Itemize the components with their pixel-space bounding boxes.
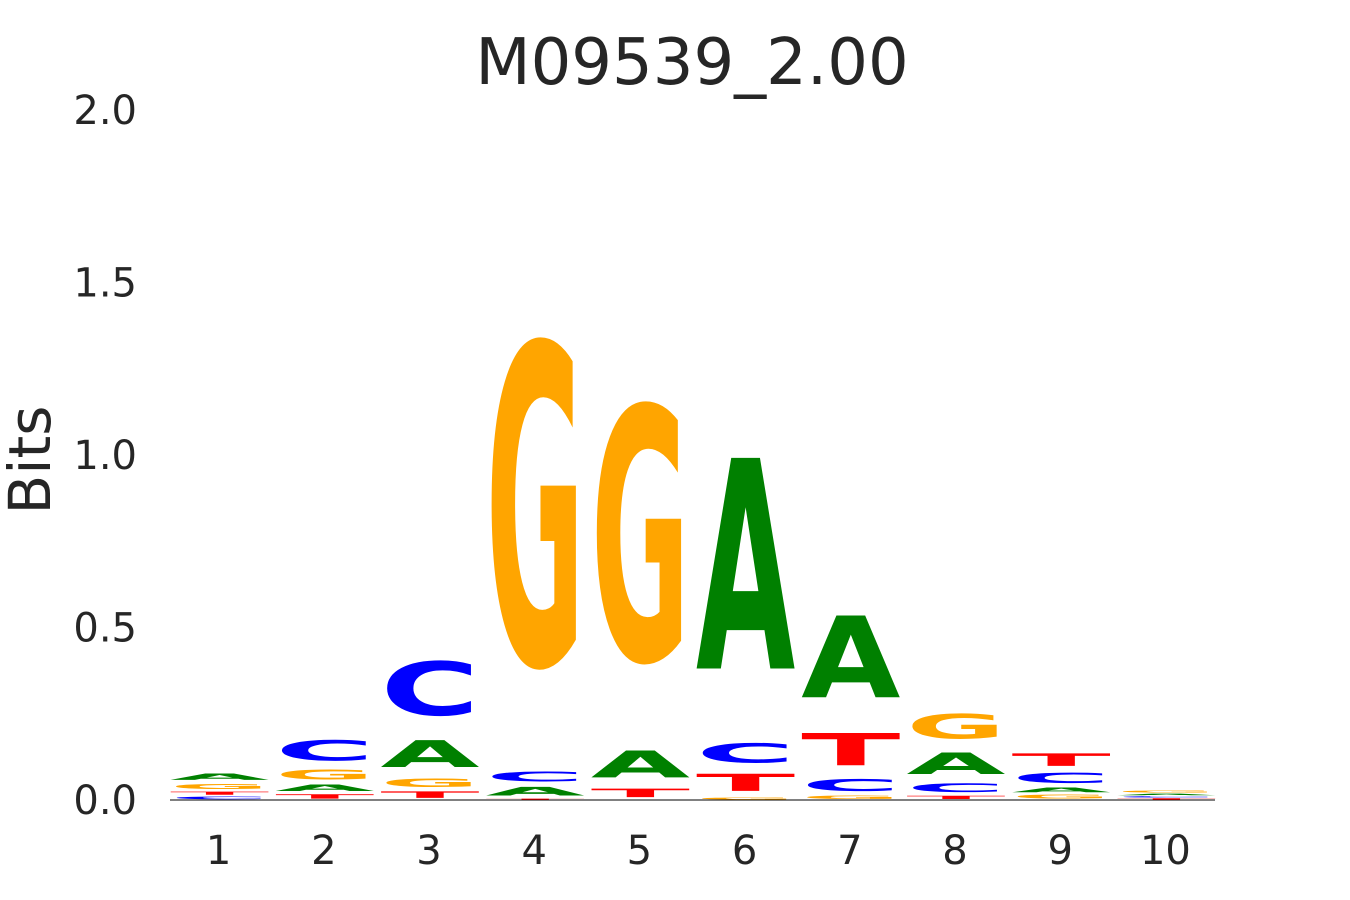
logo-letter: C [380, 647, 479, 733]
logo-letter: C [1117, 796, 1216, 798]
x-tick-label: 4 [521, 828, 546, 874]
logo-letter: A [380, 733, 479, 776]
logo-letter: A [1012, 786, 1111, 794]
logo-letter: T [801, 724, 900, 775]
logo-letter: C [170, 796, 269, 800]
logo-letter: G [380, 776, 479, 790]
x-tick-label: 5 [627, 828, 652, 874]
logo-letter: T [1012, 750, 1112, 770]
logo-letter: G [696, 797, 795, 800]
logo-letter: T [380, 790, 479, 800]
x-tick-label: 7 [837, 828, 862, 874]
logo-letter: A [275, 783, 374, 793]
y-tick-label: 1.5 [73, 261, 137, 307]
logo-letter: T [906, 795, 1005, 800]
logo-letter: T [486, 798, 585, 800]
y-tick-label: 1.0 [73, 433, 137, 479]
logo-letter: A [170, 772, 269, 782]
logo-letter: T [170, 791, 269, 796]
logo-letter: G [1117, 790, 1216, 793]
x-tick-label: 3 [416, 828, 441, 874]
y-tick-label: 0.0 [73, 778, 137, 824]
logo-letter: A [696, 401, 795, 737]
logo-letter: T [275, 793, 374, 800]
logo-letter: G [591, 338, 690, 743]
x-tick-label: 1 [206, 828, 231, 874]
logo-letter: A [1117, 793, 1216, 796]
logo-letter: G [1012, 794, 1111, 800]
logo-letter: G [486, 256, 585, 767]
logo-letter: C [1012, 770, 1111, 786]
logo-letter: C [275, 735, 374, 768]
logo-letter: G [801, 795, 900, 800]
logo-letter: A [801, 594, 900, 724]
logo-letter: C [486, 769, 585, 784]
logo-letter: T [696, 769, 795, 797]
x-tick-label: 9 [1047, 828, 1072, 874]
x-tick-label: 10 [1140, 828, 1191, 874]
x-tick-label: 2 [311, 828, 336, 874]
logo-letter: G [906, 707, 1005, 746]
logo-letter: A [906, 747, 1005, 781]
logo-letter: G [170, 782, 269, 791]
y-tick-label: 2.0 [73, 88, 137, 134]
y-axis-label: Bits [0, 406, 64, 515]
y-tick-label: 0.5 [73, 606, 137, 652]
logo-letter: C [906, 781, 1005, 795]
chart-title: M09539_2.00 [475, 26, 908, 100]
logo-letter: A [486, 785, 585, 799]
x-tick-label: 8 [942, 828, 967, 874]
logo-letter: C [801, 776, 900, 795]
logo-letter: T [1117, 798, 1216, 800]
logo-letter: G [275, 767, 374, 782]
logo-letter: C [696, 738, 795, 769]
logo-letter: T [591, 786, 690, 800]
x-tick-label: 6 [732, 828, 757, 874]
logo-letter: A [591, 743, 690, 786]
